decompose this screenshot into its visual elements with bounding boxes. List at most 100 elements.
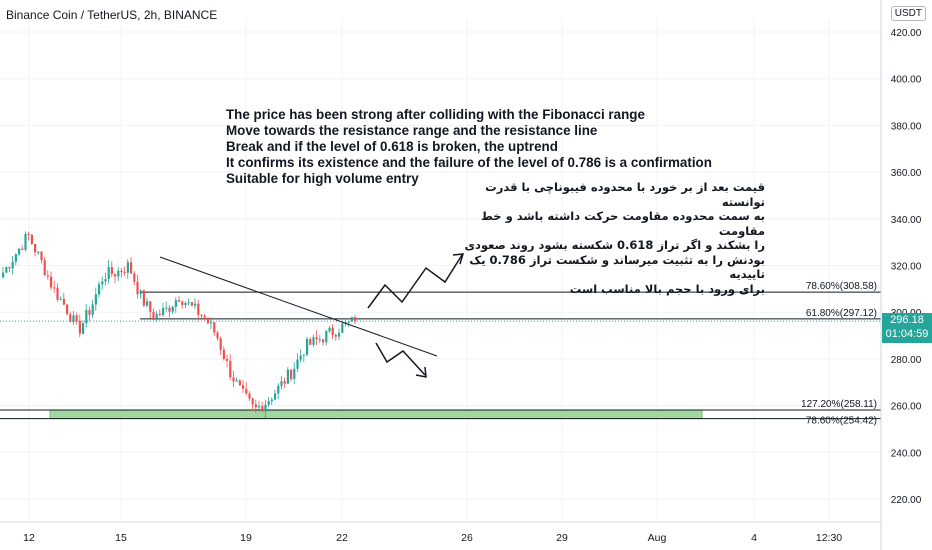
candle-body xyxy=(5,266,8,273)
candle-body xyxy=(85,310,88,324)
candle-body xyxy=(149,301,152,312)
candle-body xyxy=(190,302,193,306)
candle-body xyxy=(27,233,30,235)
candle-body xyxy=(290,369,293,379)
note-line: Suitable for high volume entry xyxy=(226,171,419,186)
y-tick-label: 400.00 xyxy=(891,75,922,86)
fib-level-label: 61.80%(297.12) xyxy=(806,308,877,319)
candle-body xyxy=(245,388,248,394)
candle-body xyxy=(264,404,267,412)
candle-body xyxy=(338,332,341,337)
candle-body xyxy=(146,301,149,306)
candle-body xyxy=(312,337,315,345)
candle-body xyxy=(174,300,177,307)
candle-body xyxy=(318,339,321,341)
note-line: بودنش را به تثبیت میرساند و شکست تراز 0.… xyxy=(469,252,765,282)
candle-body xyxy=(78,320,81,334)
currency-button[interactable]: USDT xyxy=(890,6,926,21)
candle-body xyxy=(331,327,334,335)
candle-body xyxy=(267,401,270,405)
candle-body xyxy=(114,274,117,277)
y-tick-label: 220.00 xyxy=(891,495,922,506)
candle-body xyxy=(34,243,37,253)
candle-body xyxy=(24,233,27,250)
candle-body xyxy=(43,260,46,276)
candle-body xyxy=(178,300,181,302)
candle-body xyxy=(98,284,101,295)
candle-body xyxy=(56,287,59,300)
candle-body xyxy=(226,358,229,361)
candle-body xyxy=(69,314,72,322)
bullish-arrow-head xyxy=(452,253,465,265)
candle-body xyxy=(194,303,197,306)
fib-level-label: 127.20%(258.11) xyxy=(801,399,877,410)
candle-body xyxy=(53,287,56,289)
candle-body xyxy=(238,380,241,386)
candle-body xyxy=(299,355,302,360)
bearish-arrow-head xyxy=(415,366,427,378)
candle-body xyxy=(293,368,296,379)
candle-body xyxy=(117,270,120,277)
candle-body xyxy=(197,303,200,315)
fib-level-label: 78.60%(308.58) xyxy=(806,281,877,292)
candle-body xyxy=(283,381,286,384)
candle-body xyxy=(309,339,312,345)
candle-body xyxy=(46,275,49,277)
candle-body xyxy=(152,311,155,320)
candle-body xyxy=(18,248,21,255)
candle-body xyxy=(50,276,53,288)
candle-body xyxy=(101,281,104,285)
candle-body xyxy=(286,369,289,384)
candle-body xyxy=(213,322,216,333)
bearish-projection-arrow xyxy=(375,342,426,376)
candle-body xyxy=(155,313,158,320)
candle-body xyxy=(66,304,69,315)
candle-body xyxy=(203,315,206,318)
note-line: The price has been strong after collidin… xyxy=(226,107,645,122)
candle-body xyxy=(306,339,309,355)
candle-body xyxy=(341,323,344,333)
candle-body xyxy=(133,273,136,282)
x-tick-label: 19 xyxy=(240,532,252,544)
y-tick-label: 280.00 xyxy=(891,355,922,366)
candle-body xyxy=(325,331,328,343)
candle-body xyxy=(120,270,123,272)
candle-body xyxy=(350,317,353,322)
note-line: به سمت محدوده مقاومت حرکت داشته باشد و خ… xyxy=(480,209,765,238)
x-tick-label: Aug xyxy=(648,532,667,544)
current-price-tag: 296.18 01:04:59 xyxy=(882,313,932,344)
note-line: Break and if the level of 0.618 is broke… xyxy=(226,139,558,154)
note-line: It confirms its existence and the failur… xyxy=(226,155,712,170)
candle-body xyxy=(37,251,40,253)
candle-body xyxy=(88,310,91,315)
candle-body xyxy=(2,272,5,278)
candle-body xyxy=(162,308,165,315)
candle-body xyxy=(184,303,187,306)
candle-body xyxy=(40,251,43,261)
candle-body xyxy=(258,406,261,408)
y-tick-label: 360.00 xyxy=(891,168,922,179)
x-tick-label: 12:30 xyxy=(816,532,842,544)
price-axis[interactable]: 220.00240.00260.00280.00300.00320.00340.… xyxy=(891,28,922,506)
x-tick-label: 12 xyxy=(23,532,35,544)
candle-body xyxy=(187,302,190,304)
candle-body xyxy=(328,327,331,332)
candle-body xyxy=(251,398,254,405)
english-analysis-note: The price has been strong after collidin… xyxy=(226,107,712,187)
candle-body xyxy=(165,307,168,309)
candle-body xyxy=(142,290,145,306)
candle-body xyxy=(126,262,129,273)
candle-body xyxy=(280,381,283,386)
support-zone xyxy=(49,409,703,420)
candle-body xyxy=(14,254,17,262)
candle-body xyxy=(91,304,94,315)
candle-body xyxy=(72,315,75,322)
candle-body xyxy=(94,294,97,305)
bullish-projection-arrow xyxy=(367,254,463,309)
candle-body xyxy=(296,359,299,369)
candle-body xyxy=(59,298,62,300)
candle-body xyxy=(82,323,85,334)
time-axis[interactable]: 12 15 19 22 26 29 Aug 4 12:30 xyxy=(23,532,842,544)
drawings xyxy=(159,253,465,378)
